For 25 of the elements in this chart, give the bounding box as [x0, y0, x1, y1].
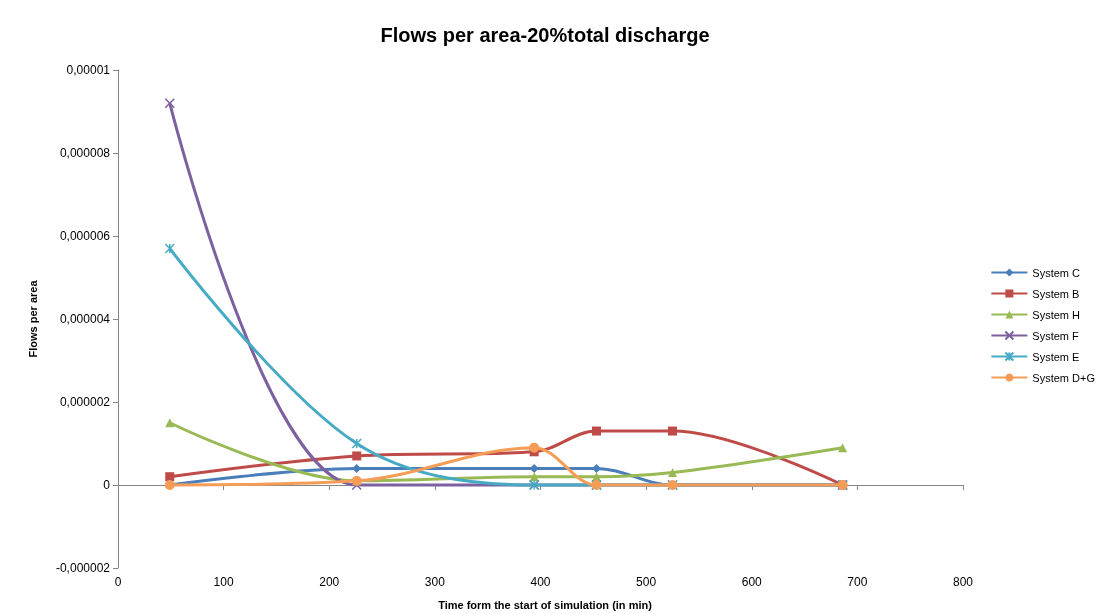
- x-tick-label: 800: [952, 575, 974, 589]
- y-tick-label: -0,000002: [55, 561, 111, 575]
- x-tick-label: 0: [114, 575, 122, 589]
- legend-label: System C: [1032, 266, 1081, 279]
- chart-title: Flows per area-20%total discharge: [380, 24, 710, 46]
- x-tick-label: 600: [741, 575, 763, 589]
- legend-label: System D+G: [1032, 371, 1095, 384]
- y-tick-label: 0,00001: [66, 63, 111, 77]
- y-axis-title: Flows per area: [26, 279, 39, 358]
- x-axis-title: Time form the start of simulation (in min): [438, 598, 653, 611]
- x-tick-label: 400: [530, 575, 551, 589]
- x-tick-label: 100: [213, 575, 234, 589]
- legend-label: System F: [1032, 329, 1080, 342]
- y-tick-label: 0,000006: [59, 229, 111, 243]
- legend-label: System H: [1032, 308, 1081, 321]
- legend-label: System B: [1032, 287, 1080, 300]
- x-tick-label: 500: [636, 575, 657, 589]
- x-tick-label: 700: [847, 575, 868, 589]
- legend-label: System E: [1032, 350, 1080, 363]
- y-tick-label: 0: [103, 478, 111, 492]
- y-tick-label: 0,000008: [59, 146, 111, 160]
- x-tick-label: 300: [424, 575, 446, 589]
- y-tick-label: 0,000004: [59, 312, 111, 326]
- x-tick-label: 200: [319, 575, 340, 589]
- y-tick-label: 0,000002: [59, 395, 111, 409]
